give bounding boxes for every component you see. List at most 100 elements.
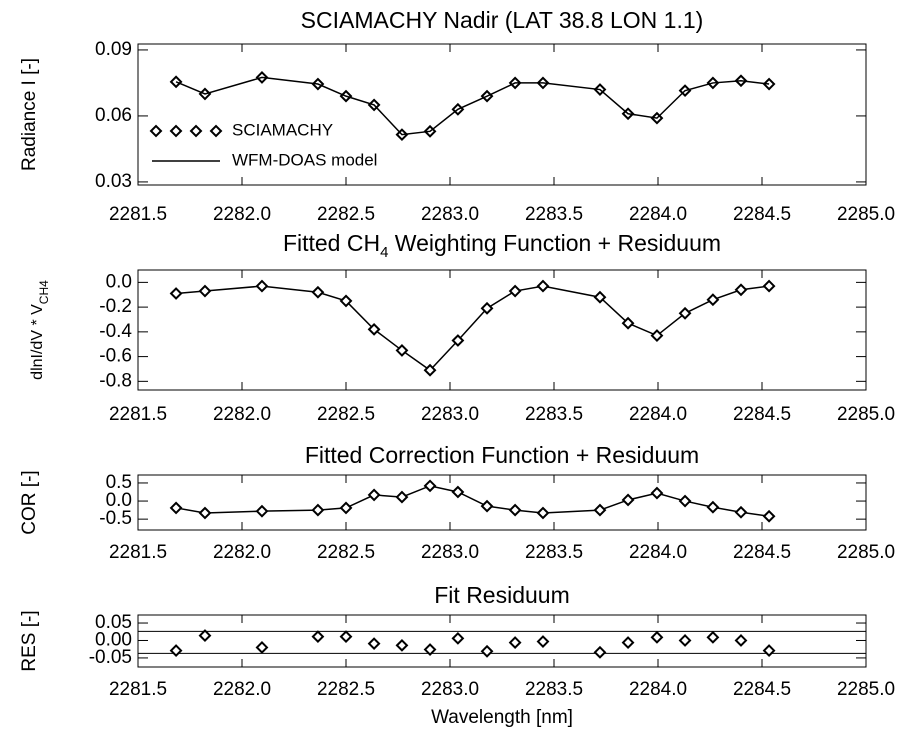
x-tick-label: 2282.5 [317, 204, 375, 225]
data-point [508, 503, 522, 517]
data-point [621, 636, 635, 649]
data-point [169, 644, 183, 658]
data-point [169, 287, 183, 300]
plot-frame [137, 269, 867, 391]
data-point [734, 634, 748, 647]
data-point [621, 493, 635, 507]
y-axis-label: dlnI/dV * VCH4 [29, 280, 51, 380]
x-tick-label: 2284.5 [733, 204, 791, 225]
panel-title-part: Weighting Function + Residuum [388, 230, 721, 256]
data-point [255, 641, 269, 654]
data-point [678, 306, 692, 320]
data-point [339, 501, 353, 515]
data-point [367, 488, 381, 502]
axes [137, 270, 867, 390]
data-point [255, 504, 269, 518]
data-line [175, 76, 770, 136]
data-point [678, 494, 692, 508]
data-point [678, 634, 692, 647]
x-tick-label: 2282.0 [213, 404, 271, 425]
y-tick-label: 0.03 [95, 171, 132, 192]
y-tick-label: 0.09 [95, 39, 132, 60]
data-point [451, 631, 465, 645]
x-tick-label: 2284.5 [733, 679, 791, 700]
data-point [451, 334, 465, 347]
data-point [339, 630, 353, 644]
y-axis-label: COR [-] [19, 470, 40, 534]
data-point [169, 501, 183, 515]
x-tick-label: 2283.0 [421, 404, 479, 425]
x-tick-label: 2282.0 [213, 542, 271, 563]
data-point [508, 636, 522, 649]
x-tick-label: 2283.5 [525, 204, 583, 225]
x-tick-label: 2281.5 [109, 679, 167, 700]
y-tick-label: 0.0 [106, 490, 132, 511]
y-tick-label: -0.8 [99, 370, 132, 391]
data-point [650, 486, 664, 500]
data-point [423, 363, 437, 377]
y-tick-label: -0.5 [99, 508, 132, 529]
data-point [593, 290, 607, 304]
data-point [762, 279, 776, 293]
data-point [423, 643, 437, 656]
data-point [480, 301, 494, 315]
y-axis-label-subscript: CH4 [37, 280, 51, 304]
panel-title-part: Fitted CH [283, 230, 380, 256]
y-tick-label: 0.05 [95, 612, 132, 633]
x-tick-label: 2282.0 [213, 204, 271, 225]
data-point [198, 629, 212, 643]
x-tick-label: 2284.0 [629, 204, 687, 225]
x-tick-label: 2284.0 [629, 404, 687, 425]
data-point [198, 506, 212, 520]
y-tick-label: 0.0 [106, 271, 132, 292]
y-tick-label: 0.00 [95, 629, 132, 650]
plot-frame [137, 474, 867, 531]
legend-symbol [169, 124, 183, 138]
data-point [480, 499, 494, 513]
x-tick-label: 2283.0 [421, 542, 479, 563]
y-tick-label: -0.6 [99, 346, 132, 367]
data-point [536, 279, 550, 293]
data-point [762, 509, 776, 523]
data-point [734, 505, 748, 519]
y-tick-label: -0.2 [99, 296, 132, 317]
data-point [508, 284, 522, 298]
data-point [311, 503, 325, 517]
data-point [367, 637, 381, 651]
x-tick-label: 2285.0 [837, 404, 895, 425]
x-tick-label: 2285.0 [837, 542, 895, 563]
y-tick-label: 0.06 [95, 105, 132, 126]
x-tick-label: 2283.0 [421, 679, 479, 700]
data-point [762, 644, 776, 658]
data-point [593, 645, 607, 659]
data-point [395, 638, 409, 652]
data-point [311, 285, 325, 299]
data-point [734, 283, 748, 297]
x-tick-label: 2283.5 [525, 679, 583, 700]
x-tick-label: 2283.5 [525, 404, 583, 425]
y-axis-label: Radiance I [-] [19, 58, 40, 171]
x-tick-label: 2285.0 [837, 679, 895, 700]
plot-frame [137, 614, 867, 668]
x-tick-label: 2281.5 [109, 404, 167, 425]
data-line [176, 285, 770, 372]
x-tick-label: 2281.5 [109, 204, 167, 225]
x-tick-label: 2282.0 [213, 679, 271, 700]
x-tick-label: 2284.0 [629, 542, 687, 563]
data-point [706, 293, 720, 307]
data-point [169, 75, 183, 89]
axes [137, 44, 867, 185]
data-point [706, 500, 720, 514]
y-axis-label-part: dlnI/dV * V [29, 304, 46, 380]
data-point [593, 503, 607, 517]
x-tick-label: 2282.5 [317, 542, 375, 563]
data-point [480, 644, 494, 658]
y-tick-label: -0.4 [99, 321, 132, 342]
x-tick-label: 2281.5 [109, 542, 167, 563]
y-tick-label: -0.05 [89, 647, 132, 668]
legend-symbol [209, 124, 223, 138]
data-point [621, 316, 635, 330]
panel-title-subscript: 4 [380, 244, 388, 261]
y-axis-label: RES [-] [19, 610, 40, 671]
data-point [650, 329, 664, 342]
